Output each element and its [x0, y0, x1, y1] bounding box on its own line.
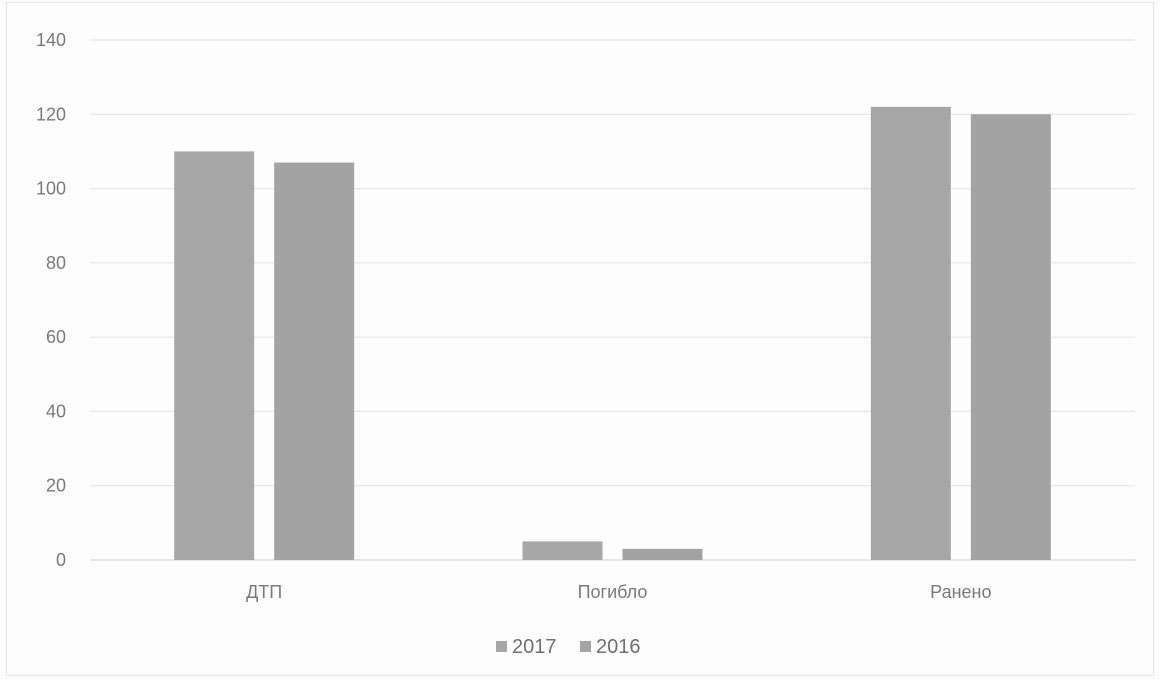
x-axis-ticks: ДТП Погибло Ранено — [246, 582, 991, 602]
legend-swatch-2017 — [496, 641, 507, 652]
bars — [174, 106, 1051, 561]
legend: 2017 2016 — [496, 636, 641, 658]
x-tick-label: ДТП — [246, 582, 282, 602]
x-tick-label: Погибло — [578, 582, 648, 602]
y-tick-label: 60 — [46, 327, 66, 347]
y-tick-label: 140 — [36, 30, 66, 50]
legend-label-2016: 2016 — [596, 636, 641, 658]
y-tick-label: 20 — [46, 476, 66, 496]
legend-label-2017: 2017 — [512, 636, 557, 658]
bar-2016-1 — [274, 162, 355, 561]
y-tick-label: 100 — [36, 179, 66, 199]
y-tick-label: 80 — [46, 253, 66, 273]
y-axis-ticks: 0 20 40 60 80 100 120 140 — [36, 30, 66, 570]
bar-2017-1 — [174, 151, 255, 560]
bar-2016-2 — [622, 548, 703, 560]
gridlines — [90, 39, 1135, 561]
y-tick-label: 40 — [46, 401, 66, 421]
bar-2017-3 — [870, 106, 951, 560]
legend-swatch-2016 — [580, 641, 591, 652]
y-tick-label: 0 — [56, 550, 66, 570]
x-tick-label: Ранено — [930, 582, 991, 602]
bar-2017-2 — [522, 541, 603, 560]
bar-2016-3 — [970, 114, 1051, 561]
y-tick-label: 120 — [36, 104, 66, 124]
